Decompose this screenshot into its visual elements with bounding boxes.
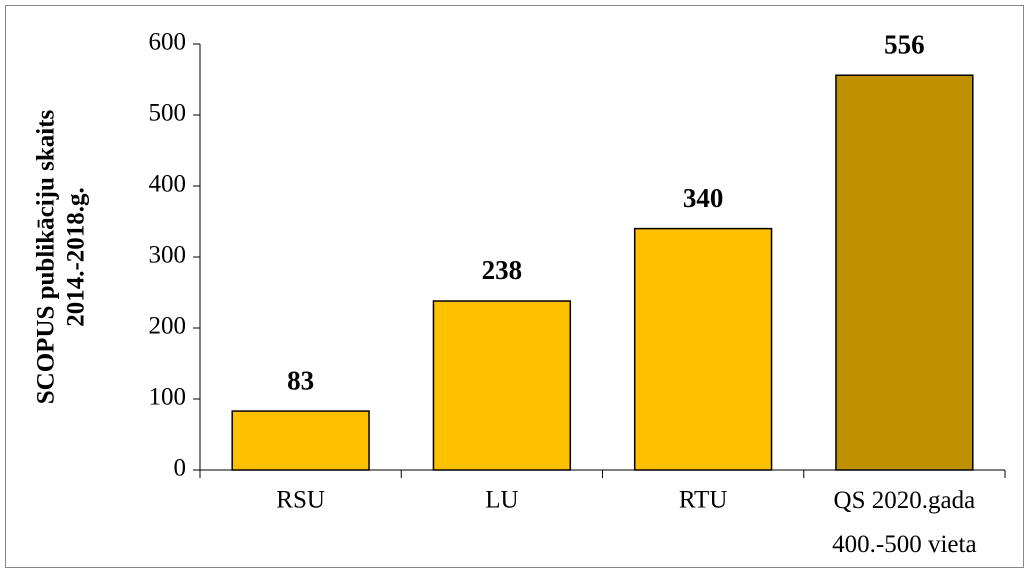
data-label: 556: [884, 29, 925, 59]
data-label: 83: [287, 365, 314, 395]
bar: [633, 227, 773, 471]
data-label: 238: [482, 255, 523, 285]
y-tick-label: 100: [149, 384, 187, 411]
y-axis-label: SCOPUS publikāciju skaits 2014.-2018.g.: [33, 109, 90, 404]
x-tick-label: RSU: [276, 487, 325, 514]
y-tick-label: 500: [149, 100, 187, 127]
data-label: 340: [683, 183, 724, 213]
x-tick-label: RTU: [679, 487, 728, 514]
x-tick-label: QS 2020.gada 400.-500 vieta: [832, 487, 976, 558]
y-tick-label: 600: [149, 29, 187, 56]
bar: [432, 300, 572, 471]
bar: [231, 410, 370, 471]
y-tick-label: 200: [149, 313, 187, 340]
y-tick-label: 400: [149, 171, 187, 198]
x-tick-label: LU: [485, 487, 518, 514]
y-tick-label: 300: [149, 242, 187, 269]
y-tick-label: 0: [174, 455, 187, 482]
y-axis-label-line: SCOPUS publikāciju skaits: [33, 109, 60, 404]
bar: [835, 74, 974, 471]
y-axis-label-line: 2014.-2018.g.: [63, 187, 90, 327]
